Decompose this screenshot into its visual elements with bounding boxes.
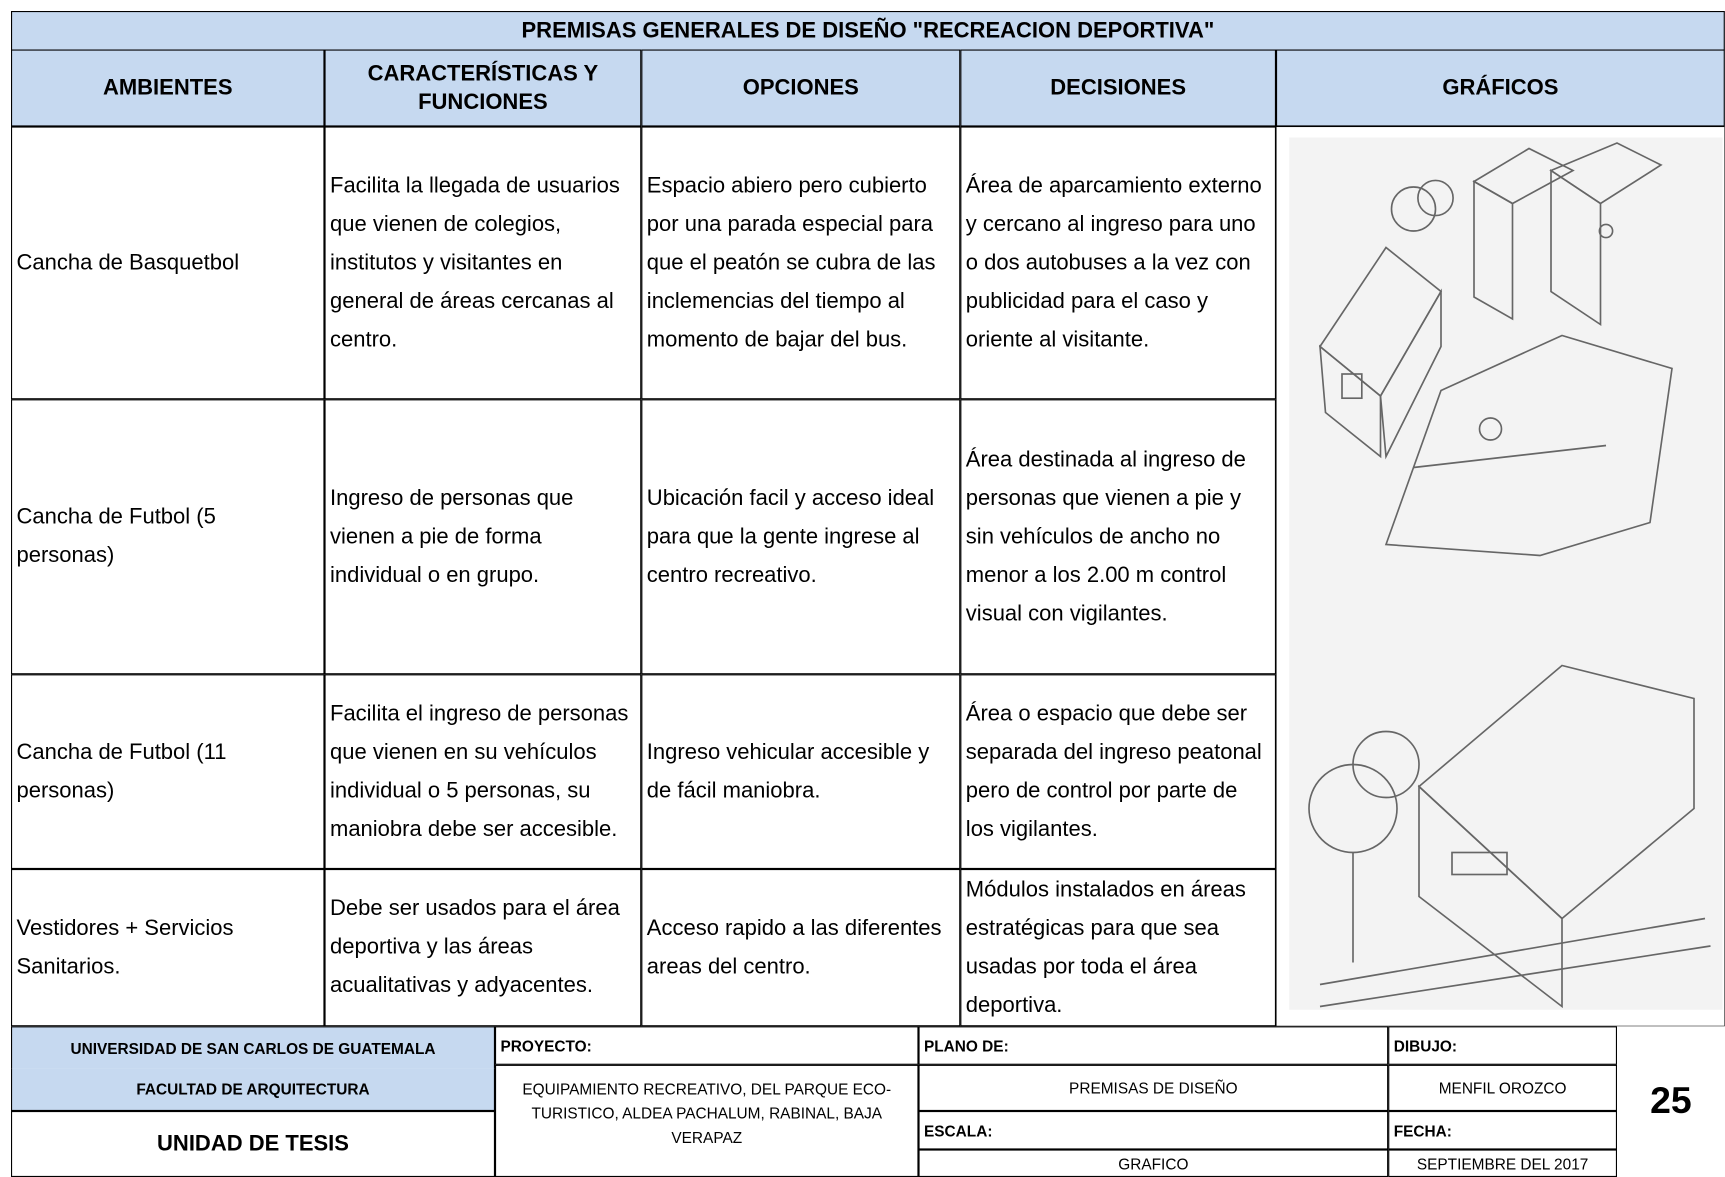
date: SEPTIEMBRE DEL 2017 (1388, 1149, 1617, 1177)
column-header: DECISIONES (960, 49, 1276, 127)
sketch (1276, 126, 1725, 1027)
table-cell: Facilita la llegada de usuarios que vien… (324, 126, 642, 400)
table-cell: Ingreso de personas que vienen a pie de … (324, 399, 642, 675)
table-cell: Debe ser usados para el área deportiva y… (324, 869, 642, 1027)
table-cell: Ubicación facil y acceso ideal para que … (641, 399, 961, 675)
column-header: AMBIENTES (11, 49, 325, 127)
table-cell: Cancha de Futbol (11 personas) (11, 674, 325, 869)
table-cell: Espacio abiero pero cubierto por una par… (641, 126, 961, 400)
drawn-label: DIBUJO: (1388, 1026, 1617, 1065)
scale-label: ESCALA: (918, 1111, 1389, 1150)
column-header: OPCIONES (641, 49, 961, 127)
table-cell: Área o espacio que debe ser separada del… (960, 674, 1276, 869)
table-cell: Área de aparcamiento externo y cercano a… (960, 126, 1276, 400)
column-header: GRÁFICOS (1276, 49, 1725, 127)
table-title: PREMISAS GENERALES DE DISEÑO "RECREACION… (11, 11, 1725, 51)
table-cell: Acceso rapido a las diferentes areas del… (641, 869, 961, 1027)
table-cell: Cancha de Futbol (5 personas) (11, 399, 325, 675)
drawn: MENFIL OROZCO (1388, 1064, 1617, 1111)
scale: GRAFICO (918, 1149, 1389, 1177)
project-label: PROYECTO: (495, 1026, 919, 1065)
university: UNIVERSIDAD DE SAN CARLOS DE GUATEMALA (11, 1026, 495, 1069)
page-number: 25 (1650, 1080, 1692, 1122)
project: EQUIPAMIENTO RECREATIVO, DEL PARQUE ECO-… (495, 1064, 919, 1177)
column-header: CARACTERÍSTICAS Y FUNCIONES (324, 49, 642, 127)
date-label: FECHA: (1388, 1111, 1617, 1150)
table-cell: Ingreso vehicular accesible y de fácil m… (641, 674, 961, 869)
unit: UNIDAD DE TESIS (11, 1111, 495, 1177)
table-cell: Área destinada al ingreso de personas qu… (960, 399, 1276, 675)
table-cell: Cancha de Basquetbol (11, 126, 325, 400)
table-cell: Módulos instalados en áreas estratégicas… (960, 869, 1276, 1027)
plan: PREMISAS DE DISEÑO (918, 1064, 1389, 1111)
plan-label: PLANO DE: (918, 1026, 1389, 1065)
table-cell: Facilita el ingreso de personas que vien… (324, 674, 642, 869)
table-cell: Vestidores + Servicios Sanitarios. (11, 869, 325, 1027)
faculty: FACULTAD DE ARQUITECTURA (11, 1068, 495, 1111)
